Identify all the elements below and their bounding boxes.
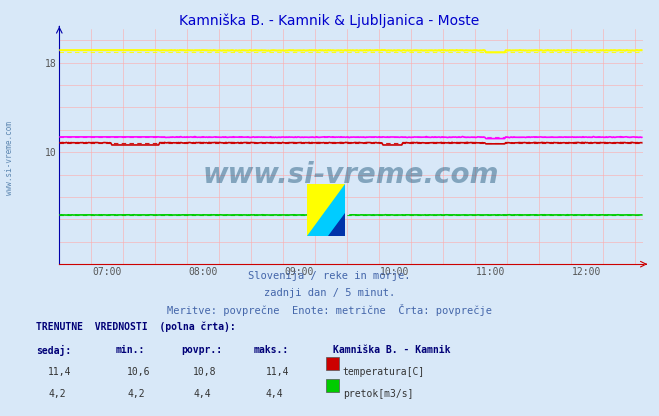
- Polygon shape: [307, 184, 345, 236]
- Text: TRENUTNE  VREDNOSTI  (polna črta):: TRENUTNE VREDNOSTI (polna črta):: [36, 321, 236, 332]
- Text: Meritve: povprečne  Enote: metrične  Črta: povprečje: Meritve: povprečne Enote: metrične Črta:…: [167, 304, 492, 316]
- Text: povpr.:: povpr.:: [181, 345, 222, 355]
- Text: maks.:: maks.:: [254, 345, 289, 355]
- Text: Kamniška B. - Kamnik & Ljubljanica - Moste: Kamniška B. - Kamnik & Ljubljanica - Mos…: [179, 13, 480, 28]
- Text: 4,4: 4,4: [193, 389, 211, 399]
- Text: pretok[m3/s]: pretok[m3/s]: [343, 389, 413, 399]
- Text: Kamniška B. - Kamnik: Kamniška B. - Kamnik: [333, 345, 450, 355]
- Text: min.:: min.:: [115, 345, 145, 355]
- Text: www.si-vreme.com: www.si-vreme.com: [203, 161, 499, 189]
- Polygon shape: [328, 213, 345, 236]
- Text: 10,6: 10,6: [127, 367, 151, 377]
- Text: temperatura[C]: temperatura[C]: [343, 367, 425, 377]
- Text: 4,2: 4,2: [48, 389, 66, 399]
- Text: sedaj:: sedaj:: [36, 345, 71, 357]
- Text: Slovenija / reke in morje.: Slovenija / reke in morje.: [248, 271, 411, 281]
- Text: 4,4: 4,4: [266, 389, 283, 399]
- Text: 4,2: 4,2: [127, 389, 145, 399]
- Polygon shape: [307, 184, 345, 236]
- Text: www.si-vreme.com: www.si-vreme.com: [5, 121, 14, 195]
- Text: 11,4: 11,4: [48, 367, 72, 377]
- Text: 10,8: 10,8: [193, 367, 217, 377]
- Text: 11,4: 11,4: [266, 367, 289, 377]
- Text: zadnji dan / 5 minut.: zadnji dan / 5 minut.: [264, 288, 395, 298]
